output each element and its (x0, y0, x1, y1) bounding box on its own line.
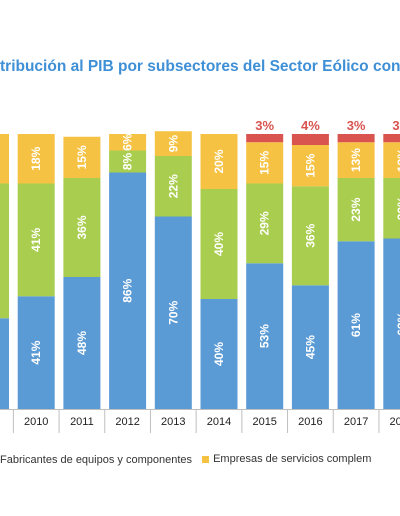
data-label: 62% (395, 311, 400, 335)
bar-segment (17, 183, 55, 297)
bar-segment (154, 216, 192, 409)
data-label: 3% (392, 118, 400, 133)
chart-legend: Fabricantes de equipos y componentes Emp… (0, 453, 400, 471)
data-label: 23% (349, 197, 363, 221)
data-label: 15% (258, 151, 272, 175)
bar-segment (246, 263, 284, 409)
data-label: 61% (349, 313, 363, 337)
data-label: 15% (303, 153, 317, 177)
bar-segment (17, 296, 55, 409)
data-label: 41% (29, 340, 43, 364)
bar-segment (337, 142, 375, 178)
x-tick-label: 2016 (298, 416, 322, 428)
bar-segment (246, 183, 284, 264)
bar-segment (383, 238, 400, 409)
data-label: 53% (258, 324, 272, 348)
legend-swatch-empresas-servicios (202, 455, 210, 463)
data-label: 13% (349, 148, 363, 172)
bar-segment (109, 150, 147, 173)
data-label: 20% (212, 149, 226, 173)
data-label: 15% (75, 145, 89, 169)
data-label: 6% (121, 133, 135, 151)
legend-item-fabricantes: Fabricantes de equipos y componentes (0, 454, 192, 466)
x-tick-label: 2011 (70, 416, 94, 428)
data-label: 86% (121, 278, 135, 302)
data-label: 8% (121, 152, 135, 170)
bar-segment (154, 156, 192, 217)
x-tick-label: 2013 (161, 416, 185, 428)
data-label: 9% (166, 135, 180, 153)
x-tick-label: 2017 (344, 416, 368, 428)
bar-segment (0, 318, 9, 409)
bar-segment (291, 134, 329, 145)
bar-segment (109, 134, 147, 151)
bar-segment (383, 142, 400, 178)
bar-segment (63, 136, 101, 178)
legend-entry-empresas-servicios-label: Empresas de servicios complem (213, 453, 372, 465)
bar-segment (246, 134, 284, 143)
chart-title: tribución al PIB por subsectores del Sec… (0, 58, 400, 75)
data-label: 40% (212, 232, 226, 256)
bar-segment (337, 178, 375, 242)
data-label: 22% (166, 174, 180, 198)
data-label: 22% (395, 196, 400, 220)
bar-segment (246, 142, 284, 184)
data-label: 3% (255, 118, 274, 133)
data-label: 40% (212, 342, 226, 366)
x-tick-label: 2018 (390, 416, 400, 428)
bar-segment (337, 134, 375, 143)
data-label: 70% (166, 300, 180, 324)
bar-segment (63, 277, 101, 409)
legend-entry-fabricantes-label: Fabricantes de equipos y componentes (0, 453, 193, 466)
bar-segment (291, 145, 329, 187)
legend-item-empresas-servicios: Empresas de servicios complem (202, 453, 371, 465)
bar-segment (63, 178, 101, 277)
data-label: 13% (395, 148, 400, 172)
data-label: 18% (29, 146, 43, 170)
x-tick-label: 2012 (115, 416, 139, 428)
data-label: 4% (301, 118, 320, 133)
data-label: 48% (75, 331, 89, 355)
bar-segment (200, 299, 238, 409)
bar-segment (154, 131, 192, 156)
bar-segment (337, 241, 375, 409)
bar-segment (200, 134, 238, 189)
bar-segment (291, 285, 329, 409)
bar-segment (0, 134, 9, 184)
bar-segment (17, 134, 55, 184)
data-label: 3% (347, 118, 366, 133)
data-label: 29% (258, 211, 272, 235)
data-label: 45% (303, 335, 317, 359)
bar-segment (109, 172, 147, 409)
x-tick-label: 2015 (252, 416, 276, 428)
bar-segment (291, 186, 329, 286)
bar-segment (383, 178, 400, 239)
data-label: 36% (75, 215, 89, 239)
bar-segment (383, 134, 400, 143)
bar-segment (200, 189, 238, 299)
bar-segment (0, 183, 9, 319)
x-tick-label: 2014 (207, 416, 231, 428)
data-label: 41% (29, 228, 43, 252)
data-label: 36% (303, 223, 317, 247)
x-tick-label: 2010 (24, 416, 48, 428)
